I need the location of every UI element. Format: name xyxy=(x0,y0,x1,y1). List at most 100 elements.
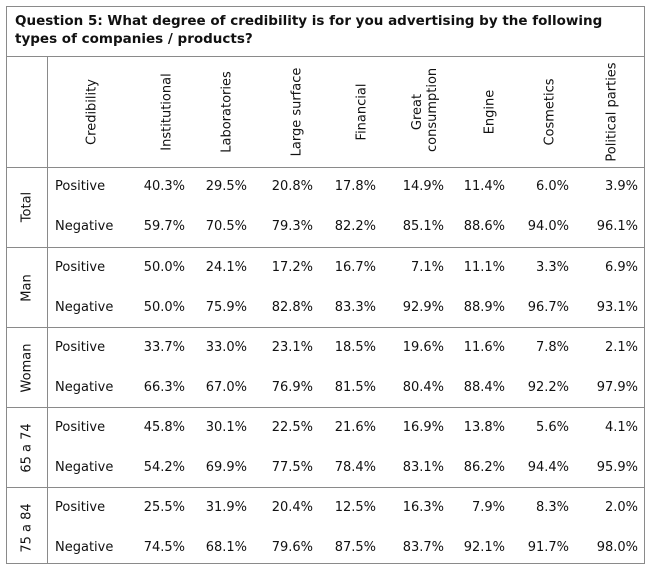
column-divider xyxy=(47,57,48,563)
table-cell: 12.5% xyxy=(334,500,376,515)
table-cell: 4.1% xyxy=(604,420,638,435)
table-cell: 86.2% xyxy=(463,460,505,475)
table-cell: 67.0% xyxy=(205,380,247,395)
table-cell: 74.5% xyxy=(143,540,185,555)
table-cell: 83.1% xyxy=(402,460,444,475)
table-cell: 87.5% xyxy=(334,540,376,555)
table-cell: 6.0% xyxy=(535,179,569,194)
table-cell: 79.6% xyxy=(271,540,313,555)
table-cell: 21.6% xyxy=(334,420,376,435)
row-group: Woman Positive 33.7% 33.0% 23.1% 18.5% 19.6% 11… xyxy=(7,327,644,407)
header-col-cosmetics: Cosmetics xyxy=(522,57,577,167)
header-col-label: Great consumption xyxy=(409,67,440,152)
table-cell: 7.9% xyxy=(471,500,505,515)
table-row: Negative 66.3% 67.0% 76.9% 81.5% 80.4% 88.4% 92… xyxy=(7,368,644,408)
table-cell: 92.2% xyxy=(527,380,569,395)
table-cell: 40.3% xyxy=(143,179,185,194)
table-cell: 3.9% xyxy=(604,179,638,194)
table-cell: 17.2% xyxy=(271,260,313,275)
table-header: Credibility Institutional Laboratories L… xyxy=(7,57,644,168)
table-cell: 33.0% xyxy=(205,340,247,355)
table-cell: 91.7% xyxy=(527,540,569,555)
table-cell: 79.3% xyxy=(271,219,313,234)
table-cell: 3.3% xyxy=(535,260,569,275)
survey-table: Question 5: What degree of credibility i… xyxy=(6,6,645,564)
table-cell: 82.8% xyxy=(271,300,313,315)
row-label: Positive xyxy=(55,500,106,515)
table-cell: 50.0% xyxy=(143,260,185,275)
row-label: Negative xyxy=(55,219,114,234)
table-cell: 30.1% xyxy=(205,420,247,435)
table-cell: 45.8% xyxy=(143,420,185,435)
table-cell: 81.5% xyxy=(334,380,376,395)
header-credibility: Credibility xyxy=(47,57,137,167)
table-cell: 11.6% xyxy=(463,340,505,355)
table-cell: 2.0% xyxy=(604,500,638,515)
table-cell: 59.7% xyxy=(143,219,185,234)
table-cell: 95.9% xyxy=(596,460,638,475)
table-cell: 33.7% xyxy=(143,340,185,355)
table-cell: 13.8% xyxy=(463,420,505,435)
table-cell: 8.3% xyxy=(535,500,569,515)
table-row: Positive 40.3% 29.5% 20.8% 17.8% 14.9% 11.4% 6.… xyxy=(7,167,644,207)
table-cell: 77.5% xyxy=(271,460,313,475)
header-col-engine: Engine xyxy=(462,57,517,167)
header-col-label: Laboratories xyxy=(219,71,235,153)
table-cell: 69.9% xyxy=(205,460,247,475)
table-cell: 2.1% xyxy=(604,340,638,355)
table-row: Positive 45.8% 30.1% 22.5% 21.6% 16.9% 13.8% 5.… xyxy=(7,408,644,448)
table-row: Positive 50.0% 24.1% 17.2% 16.7% 7.1% 11.1% 3.3… xyxy=(7,248,644,288)
table-cell: 20.8% xyxy=(271,179,313,194)
table-cell: 66.3% xyxy=(143,380,185,395)
table-cell: 50.0% xyxy=(143,300,185,315)
header-credibility-label: Credibility xyxy=(84,79,100,145)
table-cell: 96.1% xyxy=(596,219,638,234)
table-row: Negative 59.7% 70.5% 79.3% 82.2% 85.1% 88.6% 94… xyxy=(7,207,644,247)
row-label: Positive xyxy=(55,179,106,194)
table-cell: 11.4% xyxy=(463,179,505,194)
table-cell: 22.5% xyxy=(271,420,313,435)
table-cell: 7.8% xyxy=(535,340,569,355)
table-cell: 70.5% xyxy=(205,219,247,234)
row-group: Man Positive 50.0% 24.1% 17.2% 16.7% 7.1% 11.1%… xyxy=(7,247,644,327)
table-cell: 14.9% xyxy=(402,179,444,194)
table-row: Positive 25.5% 31.9% 20.4% 12.5% 16.3% 7.9% 8.3… xyxy=(7,488,644,528)
row-label: Negative xyxy=(55,380,114,395)
table-cell: 83.7% xyxy=(402,540,444,555)
table-cell: 68.1% xyxy=(205,540,247,555)
table-cell: 25.5% xyxy=(143,500,185,515)
header-col-political-parties: Political parties xyxy=(577,57,646,167)
row-label: Negative xyxy=(55,300,114,315)
table-cell: 88.9% xyxy=(463,300,505,315)
table-cell: 16.7% xyxy=(334,260,376,275)
table-cell: 83.3% xyxy=(334,300,376,315)
table-cell: 92.1% xyxy=(463,540,505,555)
header-col-financial: Financial xyxy=(332,57,392,167)
table-row: Negative 50.0% 75.9% 82.8% 83.3% 92.9% 88.9% 96… xyxy=(7,288,644,328)
table-cell: 88.6% xyxy=(463,219,505,234)
table-cell: 92.9% xyxy=(402,300,444,315)
header-col-label: Engine xyxy=(482,89,497,135)
row-label: Negative xyxy=(55,540,114,555)
table-cell: 5.6% xyxy=(535,420,569,435)
table-cell: 88.4% xyxy=(463,380,505,395)
table-cell: 7.1% xyxy=(410,260,444,275)
table-cell: 93.1% xyxy=(596,300,638,315)
table-cell: 24.1% xyxy=(205,260,247,275)
table-cell: 16.9% xyxy=(402,420,444,435)
row-label: Negative xyxy=(55,460,114,475)
table-cell: 17.8% xyxy=(334,179,376,194)
table-cell: 97.9% xyxy=(596,380,638,395)
header-col-label: Political parties xyxy=(604,62,619,162)
table-cell: 85.1% xyxy=(402,219,444,234)
table-cell: 80.4% xyxy=(402,380,444,395)
table-cell: 20.4% xyxy=(271,500,313,515)
table-cell: 94.0% xyxy=(527,219,569,234)
header-col-label: Financial xyxy=(354,83,370,141)
row-group: 75 a 84 Positive 25.5% 31.9% 20.4% 12.5% 16.3%… xyxy=(7,487,644,567)
table-cell: 23.1% xyxy=(271,340,313,355)
table-cell: 76.9% xyxy=(271,380,313,395)
table-cell: 19.6% xyxy=(402,340,444,355)
header-col-label: Cosmetics xyxy=(542,78,557,146)
table-cell: 6.9% xyxy=(604,260,638,275)
